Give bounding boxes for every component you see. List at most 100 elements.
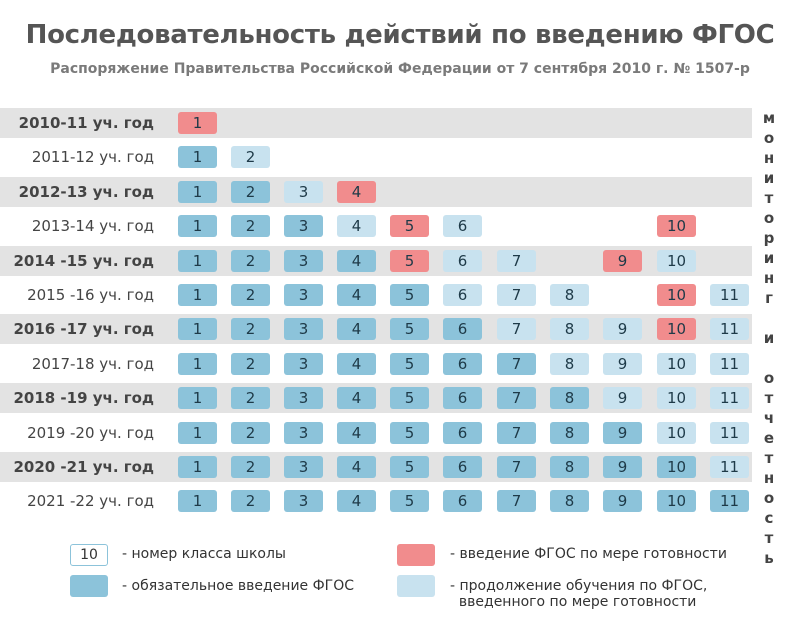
grade-cell-continuation: 9	[603, 318, 642, 341]
grade-cell-mandatory: 3	[284, 456, 323, 478]
grade-cell-mandatory: 2	[231, 318, 270, 341]
grade-cell-mandatory: 9	[603, 490, 642, 513]
year-label: 2018 -19 уч. год	[13, 389, 154, 408]
grade-cell-mandatory: 3	[284, 387, 323, 410]
legend-text: - введение ФГОС по мере готовности	[450, 546, 727, 562]
year-label: 2021 -22 уч. год	[27, 492, 154, 511]
grade-cell-mandatory: 2	[231, 352, 270, 375]
grade-cell-mandatory: 1	[178, 421, 217, 444]
grade-cell-continuation: 10	[657, 352, 696, 375]
grid-row: 2013-14 уч. год 1 2 3 4 5 6 10	[0, 211, 752, 241]
year-label: 2019 -20 уч. год	[27, 423, 154, 442]
grade-cell-mandatory: 4	[337, 284, 376, 306]
legend-swatch-outline: 10	[70, 544, 108, 566]
grade-cell-continuation: 11	[710, 387, 749, 410]
grade-cell-mandatory: 4	[337, 456, 376, 478]
grade-cell-continuation: 8	[550, 284, 589, 306]
grade-cell-mandatory: 6	[443, 490, 482, 513]
grade-cell-mandatory: 1	[178, 318, 217, 341]
grade-cell-mandatory: 4	[337, 421, 376, 444]
grade-cell-mandatory: 2	[231, 249, 270, 272]
grade-cell-mandatory: 10	[657, 490, 696, 513]
grade-cell-mandatory: 4	[337, 352, 376, 375]
year-label: 2014 -15 уч. год	[13, 251, 154, 270]
grade-cell-mandatory: 2	[231, 284, 270, 306]
grade-cell-intro: 10	[657, 215, 696, 238]
grade-cell-mandatory: 8	[550, 387, 589, 410]
grade-cell-mandatory: 1	[178, 215, 217, 238]
grade-cell-mandatory: 5	[390, 387, 429, 410]
grid-row: 2010-11 уч. год 1	[0, 108, 752, 138]
grade-cell-continuation: 6	[443, 284, 482, 306]
year-label: 2020 -21 уч. год	[13, 458, 154, 476]
grade-cell-intro: 10	[657, 318, 696, 341]
grade-cell-mandatory: 1	[178, 387, 217, 410]
grade-cell-continuation: 10	[657, 387, 696, 410]
grade-cell-mandatory: 2	[231, 215, 270, 238]
grade-cell-mandatory: 11	[710, 490, 749, 513]
grade-cell-intro: 1	[178, 112, 217, 134]
grid-row: 2015 -16 уч. год 1 2 3 4 5 6 7 8 10 11	[0, 280, 752, 310]
grade-cell-continuation: 7	[497, 284, 536, 306]
grade-cell-mandatory: 5	[390, 352, 429, 375]
grade-cell-continuation: 9	[603, 387, 642, 410]
grade-cell-mandatory: 5	[390, 421, 429, 444]
grade-cell-continuation: 11	[710, 284, 749, 306]
legend-swatch-continuation	[397, 575, 435, 597]
grade-cell-continuation: 7	[497, 249, 536, 272]
grade-cell-mandatory: 7	[497, 421, 536, 444]
grade-cell-intro: 5	[390, 215, 429, 238]
legend-swatch-mandatory	[70, 575, 108, 597]
grade-cell-continuation: 3	[284, 180, 323, 203]
grade-cell-mandatory: 9	[603, 421, 642, 444]
year-label: 2016 -17 уч. год	[13, 320, 154, 339]
grade-cell-mandatory: 2	[231, 387, 270, 410]
grade-cell-mandatory: 2	[231, 490, 270, 513]
grade-cell-mandatory: 7	[497, 490, 536, 513]
grade-cell-mandatory: 9	[603, 456, 642, 478]
grid-row: 2011-12 уч. год 1 2	[0, 142, 752, 172]
grade-cell-mandatory: 8	[550, 490, 589, 513]
year-label: 2015 -16 уч. год	[27, 286, 154, 304]
chart-subtitle: Распоряжение Правительства Российской Фе…	[50, 61, 750, 77]
grid-row: 2019 -20 уч. год 1 2 3 4 5 6 7 8 9 10 11	[0, 418, 752, 448]
grade-cell-mandatory: 2	[231, 456, 270, 478]
grade-cell-mandatory: 4	[337, 249, 376, 272]
chart-title: Последовательность действий по введению …	[25, 20, 775, 50]
grade-cell-continuation: 8	[550, 318, 589, 341]
grade-cell-mandatory: 10	[657, 456, 696, 478]
grid-row: 2018 -19 уч. год 1 2 3 4 5 6 7 8 9 10 11	[0, 383, 752, 414]
grade-cell-continuation: 10	[657, 421, 696, 444]
grade-cell-mandatory: 5	[390, 456, 429, 478]
grid-row: 2017-18 уч. год 1 2 3 4 5 6 7 8 9 10 11	[0, 349, 752, 379]
grade-cell-intro: 4	[337, 180, 376, 203]
grade-cell-mandatory: 4	[337, 387, 376, 410]
grade-cell-mandatory: 2	[231, 180, 270, 203]
legend-text: - обязательное введение ФГОС	[122, 578, 355, 594]
year-label: 2017-18 уч. год	[31, 354, 154, 373]
grade-cell-mandatory: 7	[497, 352, 536, 375]
year-label: 2010-11 уч. год	[18, 114, 154, 132]
grade-cell-mandatory: 1	[178, 352, 217, 375]
year-label: 2011-12 уч. год	[31, 148, 154, 167]
legend-text: - продолжение обучения по ФГОС, введенно…	[450, 578, 708, 610]
grid-row: 2016 -17 уч. год 1 2 3 4 5 6 7 8 9 10 11	[0, 314, 752, 345]
legend-text: - номер класса школы	[122, 546, 286, 562]
grid-row: 2012-13 уч. год 1 2 3 4	[0, 176, 752, 207]
grade-cell-continuation: 2	[231, 146, 270, 169]
year-label: 2013-14 уч. год	[31, 217, 154, 236]
grid-row: 2021 -22 уч. год 1 2 3 4 5 6 7 8 9 10 11	[0, 486, 752, 516]
grade-cell-continuation: 4	[337, 215, 376, 238]
grade-cell-intro: 9	[603, 249, 642, 272]
grade-cell-intro: 10	[657, 284, 696, 306]
grade-cell-mandatory: 3	[284, 215, 323, 238]
grade-cell-continuation: 11	[710, 421, 749, 444]
year-label: 2012-13 уч. год	[18, 182, 154, 201]
legend-swatch-intro	[397, 544, 435, 566]
grade-cell-mandatory: 7	[497, 456, 536, 478]
grade-cell-mandatory: 6	[443, 387, 482, 410]
grade-cell-mandatory: 3	[284, 421, 323, 444]
grade-cell-continuation: 6	[443, 249, 482, 272]
grade-cell-continuation: 11	[710, 318, 749, 341]
grade-cell-continuation: 8	[550, 352, 589, 375]
